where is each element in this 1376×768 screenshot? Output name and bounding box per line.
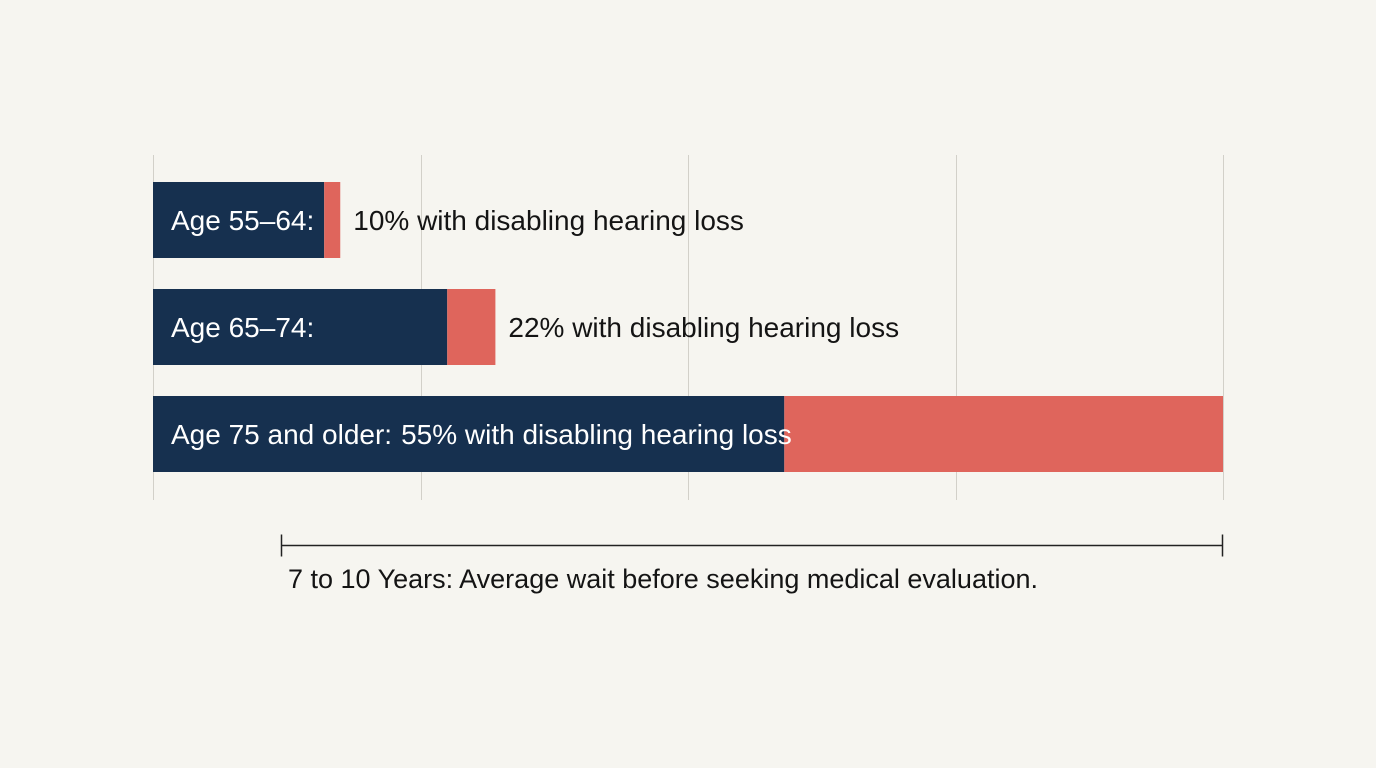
annotation-text: 7 to 10 Years: Average wait before seeki… — [288, 564, 1038, 594]
labels: Age 55–64: 10% with disabling hearing los… — [171, 205, 899, 450]
bar-segment-highlight — [324, 182, 341, 258]
value-label: 10% with disabling hearing loss — [353, 205, 744, 236]
value-label: 22% with disabling hearing loss — [508, 312, 899, 343]
bar-segment-primary — [153, 289, 448, 365]
category-label: Age 75 and older: — [171, 419, 392, 450]
bar-segment-highlight — [784, 396, 1223, 472]
value-label: 55% with disabling hearing loss — [401, 419, 792, 450]
bar-segment-primary — [153, 182, 325, 258]
category-label: Age 65–74: — [171, 312, 314, 343]
annotation: 7 to 10 Years: Average wait before seeki… — [280, 534, 1224, 594]
bar-segment-highlight — [447, 289, 496, 365]
category-label: Age 55–64: — [171, 205, 314, 236]
bar-segment-primary — [153, 396, 785, 472]
bars — [153, 182, 1223, 472]
